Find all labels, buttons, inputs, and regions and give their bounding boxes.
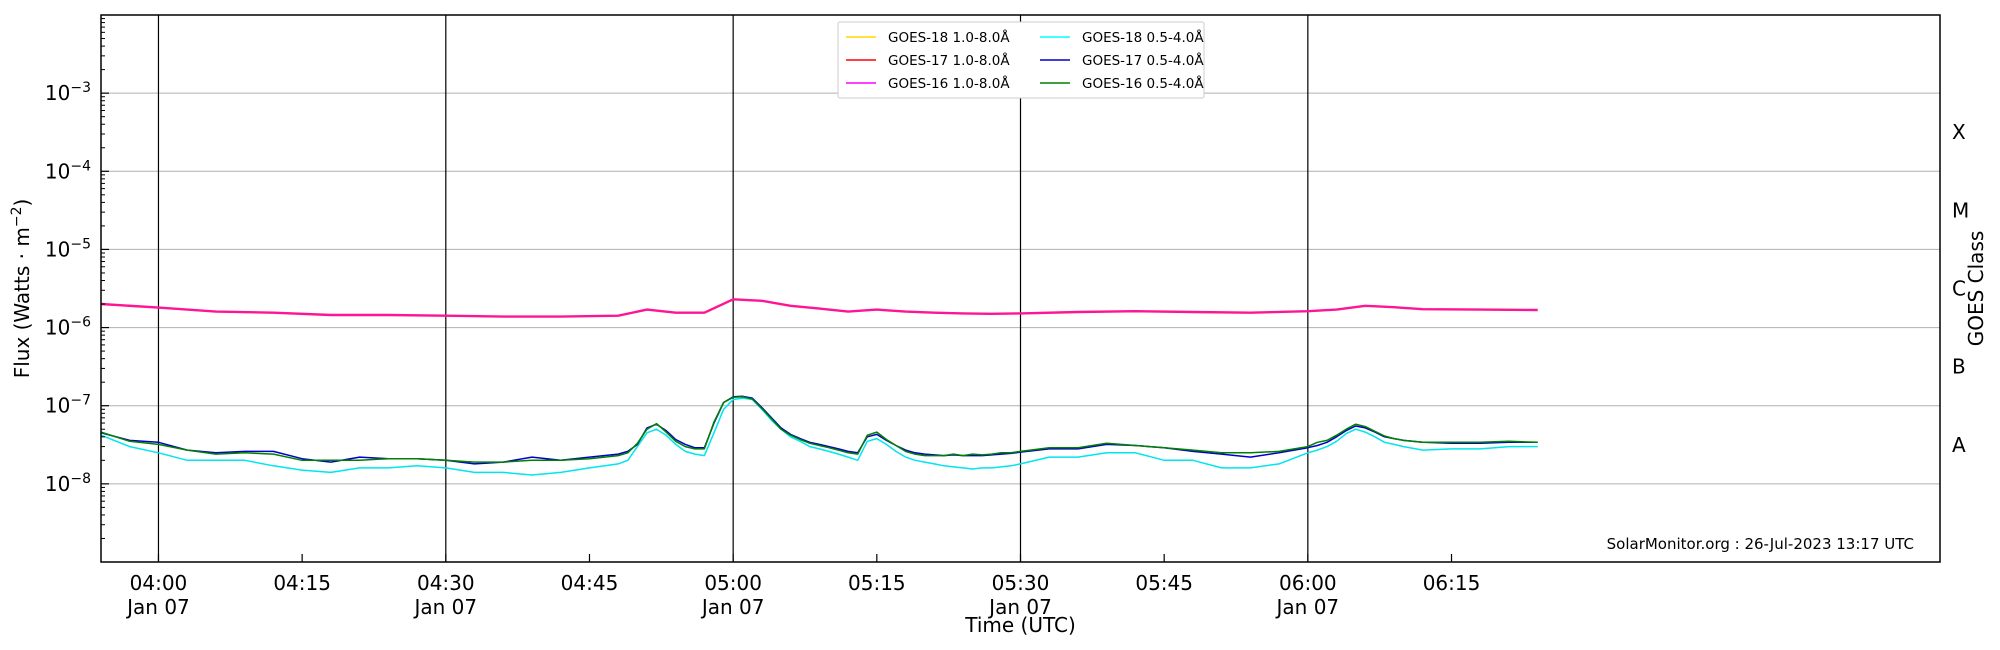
y-axis-title-sup: −2 (9, 207, 25, 228)
legend-label: GOES-18 1.0-8.0Å (888, 29, 1010, 46)
series-line (100, 396, 1538, 463)
x-tick-label: 05:00 (704, 571, 762, 595)
x-axis-title: Time (UTC) (964, 613, 1076, 637)
y-axis-title-main: Flux (Watts · m (10, 227, 34, 378)
x-tick-label: 05:45 (1135, 571, 1193, 595)
plot-frame (100, 14, 1941, 563)
goes-class-label: C (1952, 277, 1966, 301)
legend-box (837, 21, 1205, 99)
goes-class-axis-title: GOES Class (1964, 231, 1988, 347)
x-tick-label: 05:15 (848, 571, 906, 595)
y-tick-label: 10−8 (45, 471, 91, 496)
x-tick-date-label: Jan 07 (412, 595, 477, 619)
goes-class-label: M (1952, 198, 1969, 222)
y-tick-label: 10−7 (45, 393, 91, 418)
goes-class-label: A (1952, 433, 1966, 457)
legend-label: GOES-16 0.5-4.0Å (1082, 75, 1204, 92)
x-tick-date-label: Jan 07 (125, 595, 190, 619)
series-line (100, 397, 1538, 476)
y-tick-label: 10−3 (45, 80, 91, 105)
legend-label: GOES-18 0.5-4.0Å (1082, 29, 1204, 46)
x-tick-label: 04:45 (561, 571, 619, 595)
legend-label: GOES-17 1.0-8.0Å (888, 52, 1010, 69)
legend-label: GOES-17 0.5-4.0Å (1082, 52, 1204, 69)
x-tick-label: 06:00 (1279, 571, 1337, 595)
series-layer (100, 298, 1538, 476)
x-tick-label: 05:30 (992, 571, 1050, 595)
y-tick-label: 10−6 (45, 315, 91, 340)
x-tick-date-label: Jan 07 (700, 595, 765, 619)
x-tick-label: 04:00 (130, 571, 188, 595)
goes-class-label: X (1952, 120, 1966, 144)
x-tick-label: 04:30 (417, 571, 475, 595)
x-tick-label: 06:15 (1423, 571, 1481, 595)
legend: GOES-18 1.0-8.0Å GOES-18 0.5-4.0Å GOES-17 … (837, 21, 1205, 99)
y-axis-title-close: ) (10, 199, 34, 207)
legend-label: GOES-16 1.0-8.0Å (888, 75, 1010, 92)
x-tick-label: 04:15 (273, 571, 331, 595)
x-tick-date-label: Jan 07 (987, 595, 1052, 619)
y-axis-title: Flux (Watts · m−2) (9, 199, 34, 379)
y-tick-label: 10−5 (45, 236, 91, 261)
x-tick-date-label: Jan 07 (1275, 595, 1340, 619)
series-line (100, 298, 1538, 318)
goes-class-label: B (1952, 355, 1966, 379)
credit-text: SolarMonitor.org : 26-Jul-2023 13:17 UTC (1607, 535, 1914, 553)
y-tick-label: 10−4 (45, 158, 91, 183)
series-line (100, 395, 1538, 465)
